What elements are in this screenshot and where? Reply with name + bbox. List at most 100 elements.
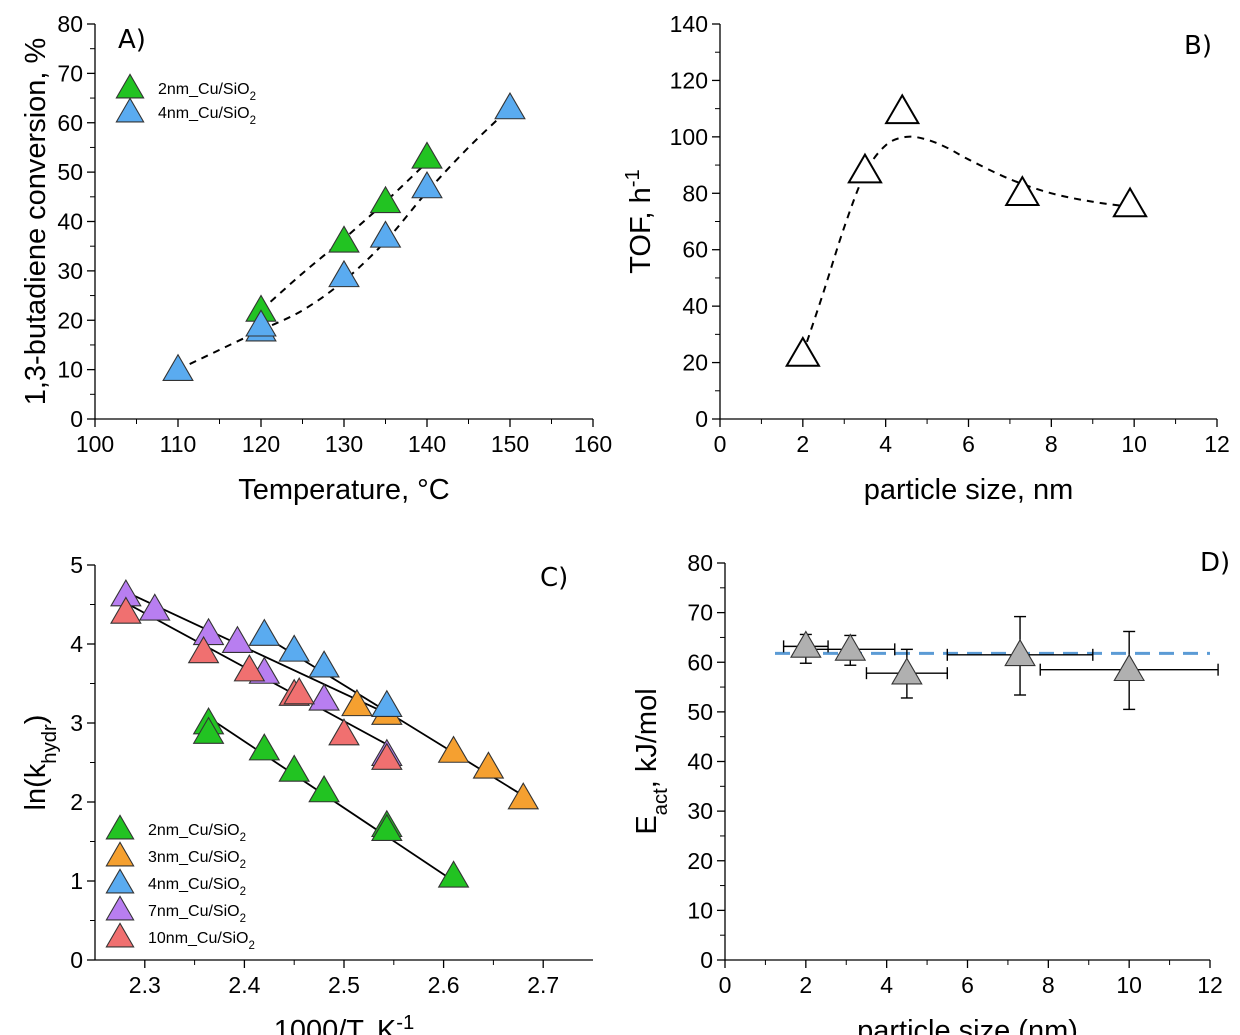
- data-point: [278, 634, 311, 662]
- y-tick-label: 70: [57, 60, 83, 86]
- data-point: [891, 657, 923, 685]
- data-point: [370, 742, 403, 770]
- y-tick-label: 30: [57, 258, 83, 284]
- data-point: [138, 593, 171, 621]
- data-point: [328, 718, 360, 746]
- data-point: [437, 860, 470, 888]
- y-tick-label: 0: [70, 947, 83, 973]
- series-1: [782, 615, 1219, 711]
- x-tick-label: 8: [1045, 431, 1058, 457]
- y-tick-label: 2: [70, 789, 83, 815]
- data-point: [369, 220, 402, 248]
- y-tick-label: 5: [70, 552, 83, 578]
- y-tick-label: 60: [687, 649, 713, 675]
- x-tick-label: 12: [1197, 972, 1223, 998]
- x-tick-label: 2.3: [129, 972, 161, 998]
- data-point: [1112, 186, 1148, 218]
- data-point: [411, 141, 443, 169]
- data-point: [884, 93, 921, 125]
- x-tick-label: 2: [796, 431, 809, 457]
- panel-c: 2.3 2.4 2.5 2.6 2.7 0 1 2 3 4 5 1000/T, K-1 ln(khydr…: [20, 73, 593, 1035]
- legend: 2nm_Cu/SiO2 3nm_Cu/SiO2 4nm_Cu/SiO2 7nm_Cu/…: [115, 73, 255, 952]
- x-tick-label: 0: [714, 431, 727, 457]
- data-point: [494, 91, 526, 120]
- data-point: [437, 735, 470, 763]
- y-tick-label: 40: [682, 293, 708, 319]
- data-point: [233, 654, 266, 682]
- data-point: [472, 751, 505, 779]
- trend-line: [801, 135, 1135, 355]
- data-point: [370, 813, 403, 842]
- data-point: [411, 170, 443, 199]
- legend-marker: [115, 97, 145, 123]
- data-point: [162, 353, 194, 381]
- data-point: [283, 677, 316, 705]
- data-point: [370, 689, 403, 717]
- x-tick-label: 2.6: [428, 972, 460, 998]
- data-point: [187, 635, 220, 664]
- y-tick-label: 0: [700, 947, 713, 973]
- legend-marker: [105, 841, 135, 867]
- data-point: [1004, 638, 1036, 667]
- y-tick-label: 40: [687, 749, 713, 775]
- x-tick-label: 6: [962, 431, 975, 457]
- x-tick-label: 6: [961, 972, 974, 998]
- data-point: [308, 683, 340, 711]
- y-tick-label: 60: [682, 237, 708, 263]
- x-tick-label: 4: [879, 431, 892, 457]
- data-point: [328, 225, 360, 253]
- data-point: [834, 633, 867, 661]
- panel-label: C): [540, 563, 568, 593]
- y-tick-label: 0: [695, 406, 708, 432]
- legend-entry: 4nm_Cu/SiO2: [158, 105, 256, 127]
- data-point: [278, 754, 311, 782]
- x-tick-label: 10: [1116, 972, 1142, 998]
- x-tick-label: 100: [76, 431, 114, 457]
- data-point: [110, 596, 142, 624]
- panel-label: A): [118, 25, 146, 55]
- x-axis-title: particle size (nm): [857, 1015, 1078, 1035]
- x-tick-label: 140: [408, 431, 446, 457]
- fit-line: [125, 591, 388, 715]
- x-tick-label: 2.5: [328, 972, 360, 998]
- data-point: [789, 630, 822, 658]
- panel-a: 100 110 120 130 140 150 160 0 10 20 30 40 50 60 70 80 Te…: [20, 11, 612, 506]
- data-point: [341, 688, 373, 717]
- y-tick-label: 100: [670, 124, 708, 150]
- data-point: [248, 733, 281, 761]
- y-tick-label: 3: [70, 710, 83, 736]
- panel-label: B): [1184, 31, 1212, 61]
- y-axis-title: Eact, kJ/mol: [631, 688, 672, 834]
- x-tick-label: 8: [1042, 972, 1055, 998]
- y-tick-label: 20: [57, 307, 83, 333]
- y-tick-label: 0: [70, 406, 83, 432]
- y-tick-label: 80: [687, 550, 713, 576]
- data-point: [1004, 175, 1041, 206]
- y-tick-label: 1: [70, 868, 83, 894]
- y-tick-label: 20: [682, 350, 708, 376]
- legend-marker: [105, 814, 135, 840]
- y-tick-label: 40: [57, 209, 83, 235]
- y-tick-label: 80: [57, 11, 83, 37]
- data-point: [784, 335, 821, 367]
- legend-entry: 3nm_Cu/SiO2: [148, 849, 246, 871]
- legend-entry: 4nm_Cu/SiO2: [148, 876, 246, 898]
- x-axis-title: 1000/T, K-1: [274, 1012, 415, 1035]
- y-axis-title: TOF, h-1: [622, 169, 657, 274]
- data-point: [192, 716, 225, 744]
- y-tick-label: 10: [687, 897, 713, 923]
- legend-marker: [105, 868, 135, 894]
- legend-marker: [115, 73, 145, 99]
- data-point: [192, 617, 225, 646]
- legend-entry: 10nm_Cu/SiO2: [148, 930, 255, 952]
- x-tick-label: 130: [325, 431, 363, 457]
- y-tick-label: 140: [670, 11, 708, 37]
- y-tick-label: 70: [687, 600, 713, 626]
- x-tick-label: 4: [880, 972, 893, 998]
- legend-marker: [105, 922, 135, 948]
- y-tick-label: 80: [682, 180, 708, 206]
- y-tick-label: 120: [670, 67, 708, 93]
